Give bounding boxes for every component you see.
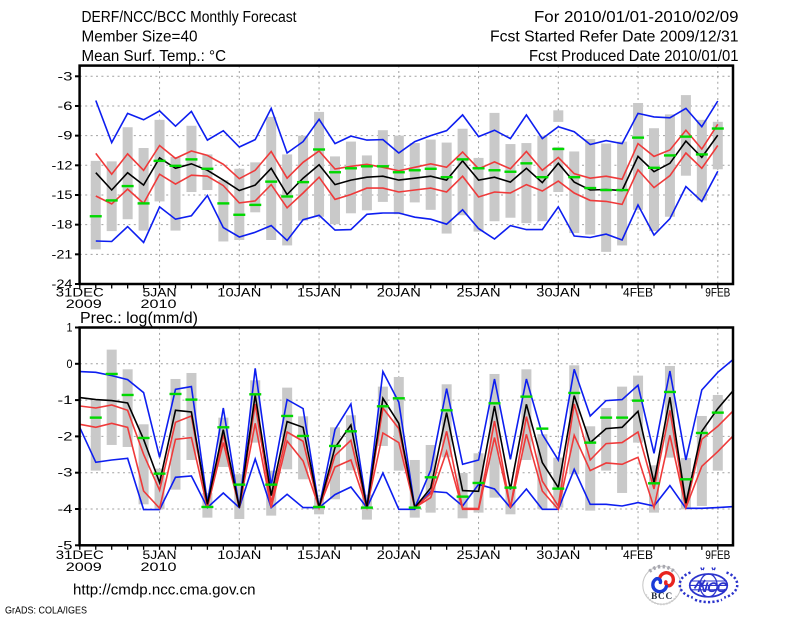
svg-text:2009: 2009 [66,562,102,574]
svg-text:-15: -15 [52,190,73,202]
svg-text:30JAN: 30JAN [536,550,580,562]
svg-text:25JAN: 25JAN [457,550,501,562]
svg-text:5JAN: 5JAN [143,288,177,300]
svg-text:10JAN: 10JAN [217,288,261,300]
svg-text:http://cmdp.ncc.cma.gov.cn: http://cmdp.ncc.cma.gov.cn [73,582,256,599]
svg-text:For 2010/01/01-2010/02/09: For 2010/01/01-2010/02/09 [534,9,739,26]
svg-text:Fcst Started Refer Date 2009/1: Fcst Started Refer Date 2009/12/31 [490,29,739,46]
svg-text:-18: -18 [52,220,73,232]
svg-text:2010: 2010 [141,562,177,574]
svg-text:-12: -12 [52,160,73,172]
svg-text:-24: -24 [52,279,74,291]
svg-text:0: 0 [67,359,73,371]
svg-text:31DEC: 31DEC [56,550,104,562]
svg-text:10JAN: 10JAN [217,550,261,562]
svg-text:-5: -5 [58,540,73,552]
svg-text:-9: -9 [58,131,73,143]
svg-text:GrADS: COLA/IGES: GrADS: COLA/IGES [5,605,87,617]
svg-text:-2: -2 [58,431,73,443]
svg-text:9FEB: 9FEB [705,288,730,300]
svg-text:4FEB: 4FEB [623,288,653,300]
svg-text:5JAN: 5JAN [143,550,177,562]
svg-text:Mean Surf. Temp.: °C: Mean Surf. Temp.: °C [82,48,227,65]
svg-text:20JAN: 20JAN [377,288,421,300]
svg-text:Member Size=40: Member Size=40 [82,29,198,46]
svg-text:2010: 2010 [141,299,177,311]
svg-text:20JAN: 20JAN [377,550,421,562]
svg-text:4FEB: 4FEB [623,550,653,562]
svg-text:Prec.: log(mm/d): Prec.: log(mm/d) [80,310,198,327]
svg-text:Fcst Produced Date 2010/01/01: Fcst Produced Date 2010/01/01 [529,48,739,65]
svg-text:1: 1 [67,323,73,335]
svg-text:-3: -3 [58,71,73,83]
svg-text:-4: -4 [58,504,74,516]
svg-text:-3: -3 [58,468,73,480]
svg-text:DERF/NCC/BCC Monthly Forecast: DERF/NCC/BCC Monthly Forecast [82,9,298,26]
svg-text:-6: -6 [58,101,73,113]
svg-text:BCC: BCC [651,591,673,601]
svg-text:9FEB: 9FEB [705,550,730,562]
svg-text:2009: 2009 [66,299,102,311]
svg-text:31DEC: 31DEC [56,288,104,300]
svg-text:30JAN: 30JAN [536,288,580,300]
svg-text:-21: -21 [52,249,73,261]
svg-text:15JAN: 15JAN [297,288,341,300]
svg-text:-1: -1 [58,395,73,407]
svg-text:NCC: NCC [697,579,728,595]
svg-text:15JAN: 15JAN [297,550,341,562]
svg-text:25JAN: 25JAN [457,288,501,300]
